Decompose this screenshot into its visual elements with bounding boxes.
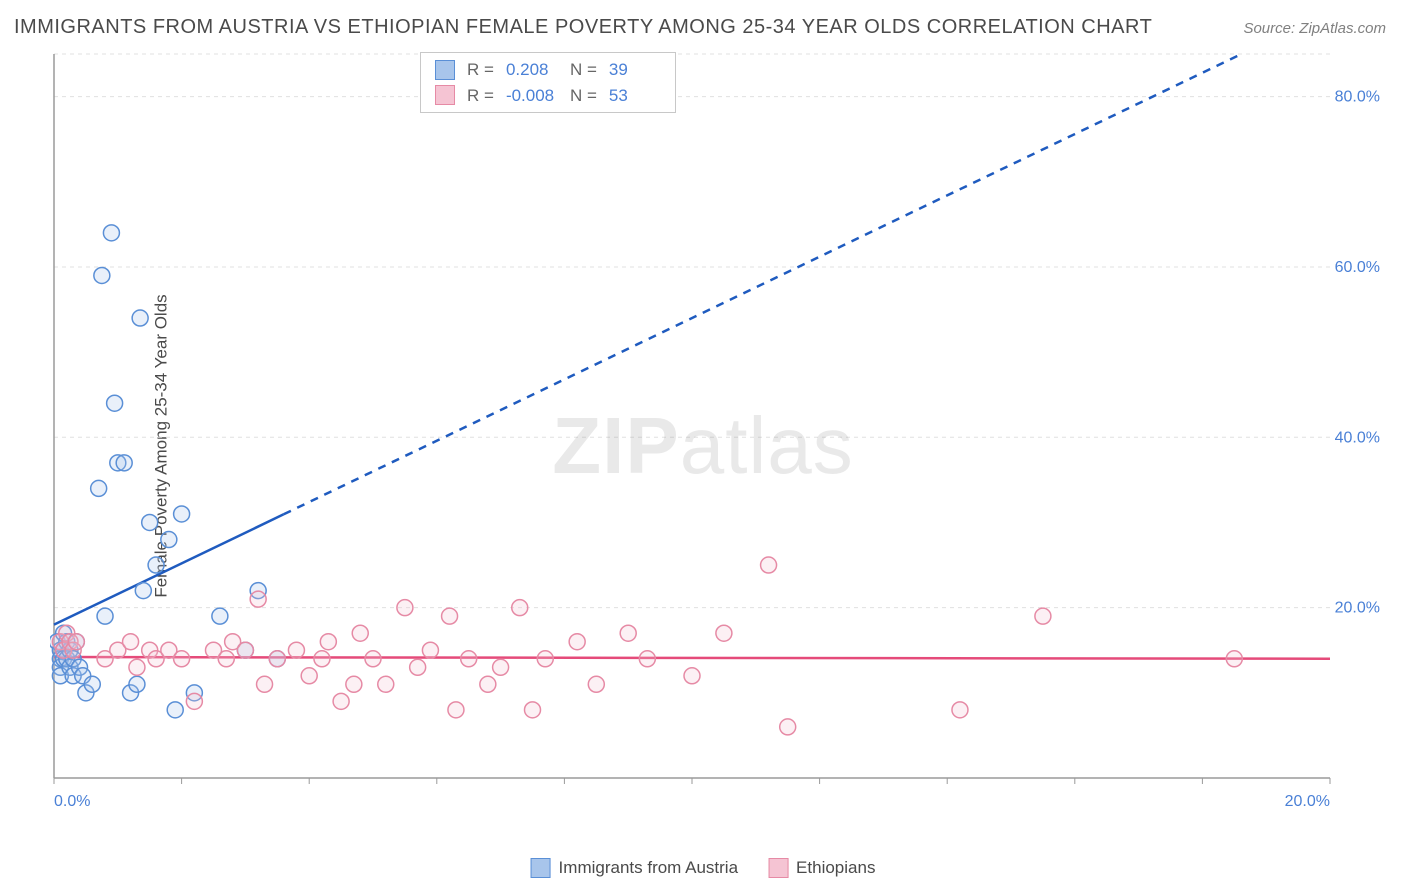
legend-label: Immigrants from Austria (559, 858, 739, 878)
n-value: 53 (609, 83, 661, 109)
r-value: 0.208 (506, 57, 558, 83)
svg-text:0.0%: 0.0% (54, 793, 90, 810)
svg-text:60.0%: 60.0% (1335, 259, 1380, 276)
legend-swatch (531, 858, 551, 878)
correlation-chart: IMMIGRANTS FROM AUSTRIA VS ETHIOPIAN FEM… (0, 0, 1406, 892)
plot-area: 20.0% 40.0% 60.0% 80.0% 0.0% 20.0% (50, 50, 1390, 820)
n-label: N = (570, 57, 597, 83)
legend-swatch (435, 60, 455, 80)
correlation-row: R = 0.208 N = 39 (435, 57, 661, 83)
r-label: R = (467, 83, 494, 109)
svg-text:20.0%: 20.0% (1285, 793, 1330, 810)
svg-text:20.0%: 20.0% (1335, 600, 1380, 617)
r-label: R = (467, 57, 494, 83)
legend-label: Ethiopians (796, 858, 875, 878)
legend-item: Ethiopians (768, 858, 875, 878)
correlation-row: R = -0.008 N = 53 (435, 83, 661, 109)
n-value: 39 (609, 57, 661, 83)
n-label: N = (570, 83, 597, 109)
r-value: -0.008 (506, 83, 558, 109)
svg-text:80.0%: 80.0% (1335, 89, 1380, 106)
correlation-legend-box: R = 0.208 N = 39 R = -0.008 N = 53 (420, 52, 676, 113)
svg-text:40.0%: 40.0% (1335, 429, 1380, 446)
chart-source: Source: ZipAtlas.com (1243, 20, 1386, 37)
legend-swatch (768, 858, 788, 878)
legend-swatch (435, 85, 455, 105)
bottom-legend: Immigrants from Austria Ethiopians (531, 858, 876, 878)
legend-item: Immigrants from Austria (531, 858, 739, 878)
chart-title: IMMIGRANTS FROM AUSTRIA VS ETHIOPIAN FEM… (14, 16, 1152, 39)
